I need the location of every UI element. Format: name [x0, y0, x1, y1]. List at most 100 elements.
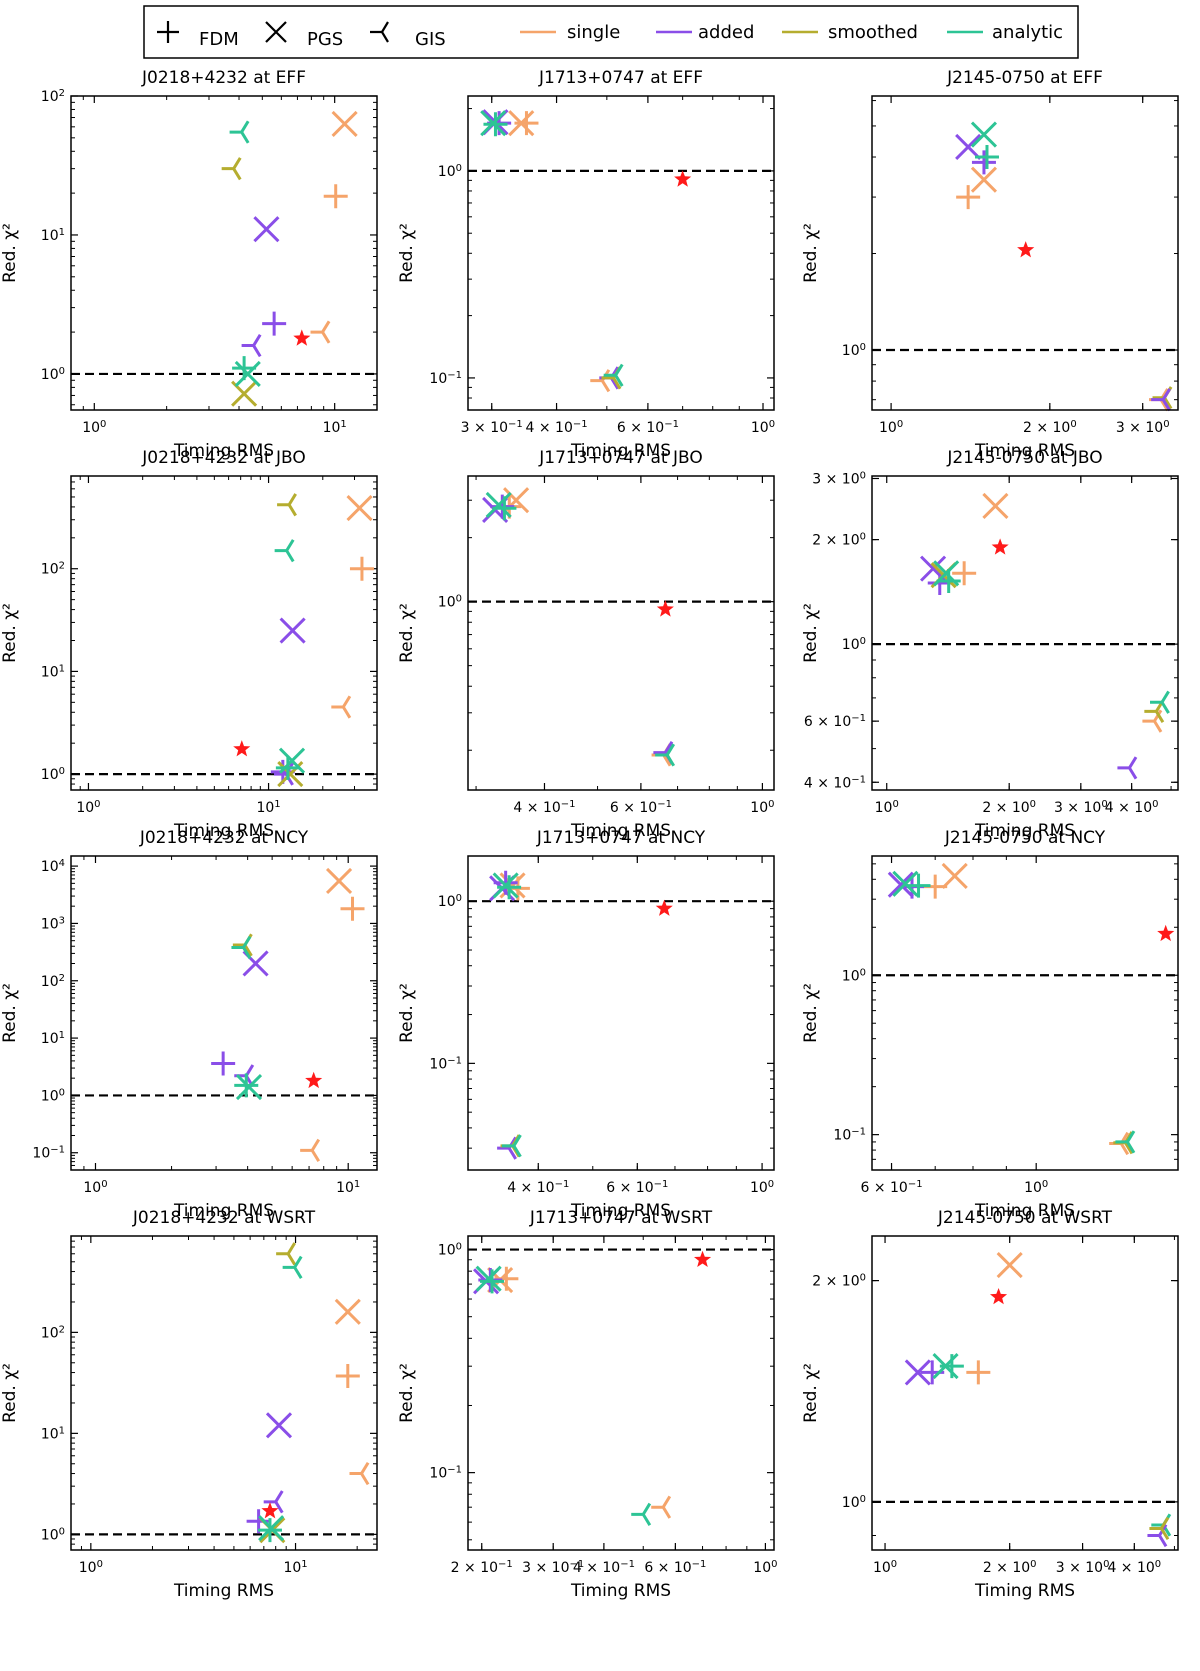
y-tick-label: 101 — [41, 1425, 65, 1443]
marker-pgs-1 — [970, 166, 998, 193]
legend-single-label: single — [567, 22, 620, 43]
marker-fdm-2 — [323, 184, 348, 209]
marker-pgs-5 — [970, 121, 998, 148]
marker-fdm-6 — [492, 496, 517, 521]
legend-added-label: added — [698, 22, 754, 43]
marker-gis-8 — [631, 1502, 652, 1526]
x-tick-label: 4 × 10−1 — [507, 1179, 569, 1197]
marker-pgs-1 — [325, 867, 353, 895]
x-tick-label: 3 × 10−1 — [522, 1559, 584, 1577]
x-tick-label: 100 — [83, 1179, 107, 1197]
plot-frame — [70, 1235, 378, 1551]
x-axis-label: Timing RMS — [974, 441, 1075, 461]
marker-gis-1 — [276, 1242, 297, 1266]
panel-2: J1713+0747 at EFF 3 × 10−1 4 × 10−1 6 × 10−… — [397, 68, 775, 461]
marker-pgs-3 — [334, 1298, 361, 1325]
x-tick-label: 3 × 100 — [1054, 799, 1108, 817]
marker-gis-9 — [501, 1134, 522, 1158]
marker-gis-6 — [241, 333, 262, 358]
x-tick-label: 101 — [336, 1179, 360, 1197]
marker-pgs-1 — [941, 862, 968, 889]
tri-left-marker-icon — [370, 21, 389, 43]
legend-pgs-label: PGS — [307, 29, 343, 50]
reference-star — [991, 538, 1009, 555]
panel-title: J2145-0750 at JBO — [946, 448, 1102, 468]
panel-8: J1713+0747 at NCY 4 × 10−1 6 × 10−1 100 10−1… — [397, 828, 775, 1221]
legend: FDM PGS GIS single added smoothed analyt… — [143, 5, 1079, 59]
panel-title: J1713+0747 at WSRT — [529, 1208, 713, 1228]
reference-star — [233, 740, 251, 757]
y-tick-label: 100 — [41, 1087, 65, 1105]
marker-gis-9 — [1149, 1516, 1170, 1541]
marker-fdm-5 — [211, 1051, 236, 1076]
marker-fdm-10 — [234, 1073, 259, 1098]
x-tick-label: 3 × 10−1 — [461, 419, 523, 437]
plot-frame — [871, 475, 1179, 791]
y-tick-label: 4 × 10−1 — [804, 774, 866, 792]
marker-gis-8 — [263, 1490, 284, 1514]
plot-frame — [467, 475, 775, 791]
marker-gis-9 — [229, 120, 250, 144]
plot-frame — [70, 475, 378, 791]
reference-star — [674, 170, 692, 187]
x-tick-label: 6 × 10−1 — [617, 419, 679, 437]
plot-frame — [467, 95, 775, 411]
marker-pgs-6 — [265, 1412, 293, 1439]
marker-fdm-2 — [956, 185, 981, 210]
panel-title: J2145-0750 at EFF — [946, 68, 1103, 88]
marker-pgs-5 — [485, 491, 512, 519]
x-tick-label: 100 — [1024, 1179, 1048, 1197]
y-tick-label: 100 — [842, 1493, 866, 1511]
y-tick-label: 101 — [41, 226, 65, 244]
marker-fdm-2 — [340, 896, 365, 921]
minor-ticks — [71, 96, 377, 410]
x-tick-label: 3 × 100 — [1056, 1559, 1110, 1577]
marker-gis-11 — [1150, 690, 1170, 714]
minor-ticks — [872, 856, 1178, 1170]
x-marker-icon — [265, 21, 287, 43]
marker-fdm-7 — [936, 568, 961, 593]
x-axis-label: Timing RMS — [570, 1581, 671, 1601]
marker-fdm-4 — [335, 1363, 360, 1388]
plot-frame — [871, 855, 1179, 1171]
reference-star — [990, 1288, 1008, 1305]
reference-star — [694, 1250, 712, 1267]
marker-pgs-10 — [234, 360, 261, 387]
panel-4: J0218+4232 at JBO 100 101 100 101 102 Timing R… — [0, 448, 378, 841]
panel-title: J2145-0750 at WSRT — [937, 1208, 1113, 1228]
marker-fdm-11 — [257, 1518, 282, 1543]
y-tick-label: 102 — [41, 1324, 65, 1342]
reference-star — [305, 1071, 323, 1089]
panel-9: J2145-0750 at NCY 6 × 10−1 100 10−1 100 Timin… — [801, 828, 1179, 1221]
marker-pgs-1 — [982, 492, 1009, 520]
x-tick-label: 100 — [753, 1559, 777, 1577]
y-tick-label: 100 — [41, 1526, 65, 1544]
y-axis-label: Red. χ² — [397, 983, 417, 1043]
y-axis-label: Red. χ² — [801, 603, 821, 663]
y-tick-label: 100 — [41, 365, 65, 383]
x-tick-label: 101 — [283, 1559, 307, 1577]
y-tick-label: 100 — [438, 1241, 462, 1259]
legend-smoothed-label: smoothed — [828, 22, 918, 43]
plot-frame — [871, 95, 1179, 411]
y-axis-label: Red. χ² — [801, 1363, 821, 1423]
x-tick-label: 6 × 10−1 — [860, 1179, 922, 1197]
legend-frame — [143, 5, 1079, 59]
marker-fdm-6 — [906, 873, 931, 898]
reference-star — [293, 329, 311, 346]
legend-fdm: FDM — [157, 21, 239, 50]
x-tick-label: 100 — [873, 1559, 897, 1577]
y-axis-label: Red. χ² — [0, 603, 20, 663]
y-tick-label: 101 — [41, 663, 65, 681]
x-tick-label: 6 × 10−1 — [606, 1179, 668, 1197]
y-axis-label: Red. χ² — [397, 223, 417, 283]
reference-star — [656, 600, 674, 617]
marker-gis-5 — [349, 1461, 370, 1486]
y-tick-label: 100 — [842, 342, 866, 360]
legend-smoothed: smoothed — [782, 22, 918, 43]
x-axis-label: Timing RMS — [570, 821, 671, 841]
marker-pgs-6 — [279, 617, 306, 644]
minor-ticks — [872, 476, 1178, 790]
